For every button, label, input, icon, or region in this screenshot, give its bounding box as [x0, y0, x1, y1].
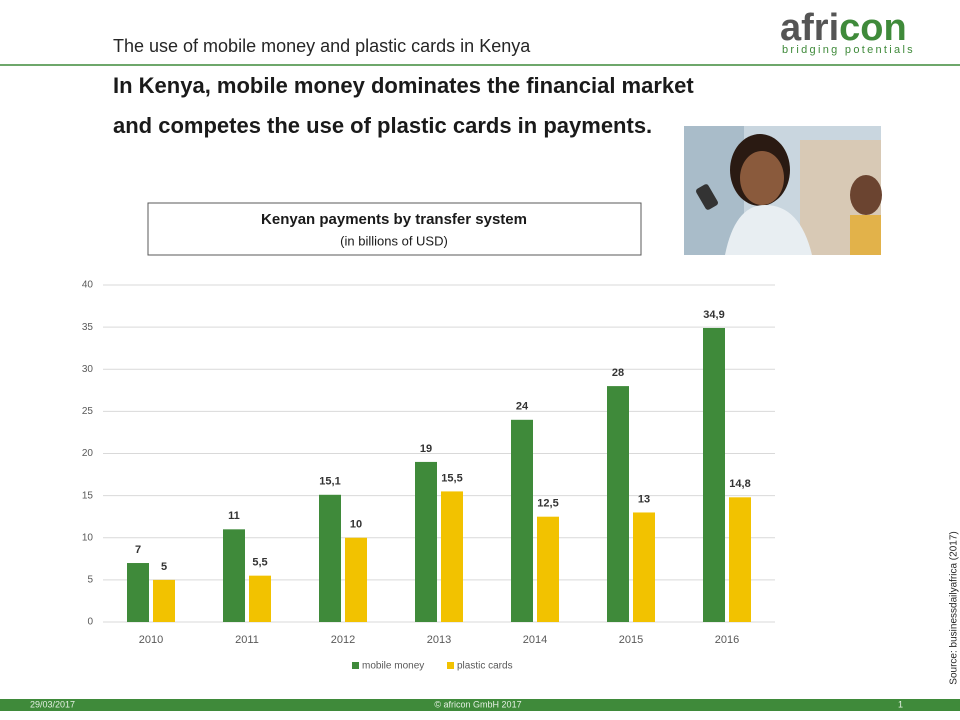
y-tick-label: 35	[82, 322, 94, 333]
footer-bar	[0, 699, 960, 711]
legend-swatch	[352, 662, 359, 669]
legend-swatch	[447, 662, 454, 669]
value-label: 19	[420, 443, 432, 455]
footer-copyright: © africon GmbH 2017	[434, 699, 521, 709]
y-tick-label: 15	[82, 490, 94, 501]
chart-title: Kenyan payments by transfer system	[261, 211, 527, 228]
value-label: 34,9	[703, 309, 724, 321]
value-label: 5,5	[252, 557, 267, 569]
bar	[607, 386, 629, 622]
value-label: 24	[516, 401, 529, 413]
value-label: 28	[612, 367, 624, 379]
value-label: 12,5	[537, 498, 558, 510]
bar	[223, 529, 245, 622]
value-label: 14,8	[729, 478, 750, 490]
value-label: 15,1	[319, 476, 340, 488]
y-tick-label: 5	[87, 575, 93, 586]
x-tick-label: 2014	[523, 634, 547, 646]
bar	[415, 461, 437, 622]
photo-person	[850, 175, 882, 215]
slide-title: The use of mobile money and plastic card…	[113, 36, 531, 56]
x-tick-label: 2016	[715, 634, 739, 646]
y-tick-label: 25	[82, 406, 94, 417]
photo-shirt	[725, 205, 812, 255]
y-tick-label: 10	[82, 532, 94, 543]
y-tick-label: 40	[82, 280, 94, 291]
value-label: 7	[135, 544, 141, 556]
photo-phone	[696, 184, 718, 210]
source: Source: businessdailyafrica (2017)	[949, 531, 960, 684]
photo-person	[850, 215, 881, 255]
y-tick-label: 20	[82, 448, 94, 459]
bar	[319, 494, 341, 622]
bar	[537, 516, 559, 622]
chart-subtitle: (in billions of USD)	[340, 233, 448, 248]
bar	[729, 497, 751, 622]
footer-page: 1	[898, 699, 903, 709]
photo	[684, 126, 882, 255]
logo-tagline: bridging potentials	[782, 44, 915, 56]
logo: africon	[780, 7, 907, 49]
legend-label: mobile money	[362, 661, 424, 672]
bar	[703, 327, 725, 622]
bar	[345, 537, 367, 622]
bar	[249, 575, 271, 622]
x-tick-label: 2012	[331, 634, 355, 646]
value-label: 11	[228, 510, 240, 522]
logo-part: afri	[780, 7, 839, 49]
value-label: 5	[161, 561, 167, 573]
headline: and competes the use of plastic cards in…	[113, 113, 652, 138]
logo-part: con	[839, 7, 907, 49]
value-label: 15,5	[441, 472, 462, 484]
bar	[511, 419, 533, 622]
chart-title-box	[147, 202, 642, 256]
x-tick-label: 2011	[235, 634, 259, 646]
y-tick-label: 0	[87, 617, 93, 628]
x-tick-label: 2015	[619, 634, 643, 646]
x-tick-label: 2010	[139, 634, 163, 646]
value-label: 13	[638, 493, 650, 505]
x-tick-label: 2013	[427, 634, 451, 646]
headline: In Kenya, mobile money dominates the fin…	[113, 73, 694, 98]
chart: 0 5 10 15 20 25 30 35 40 2010 7 5 2011 11 5,5 2012 15,1 1…	[82, 280, 775, 672]
value-label: 10	[350, 519, 362, 531]
y-tick-label: 30	[82, 364, 94, 375]
bar	[633, 512, 655, 622]
legend-label: plastic cards	[457, 661, 513, 672]
bar	[441, 491, 463, 622]
photo-face	[740, 151, 784, 205]
footer-date: 29/03/2017	[30, 699, 75, 709]
bar	[127, 563, 149, 622]
bar	[153, 579, 175, 622]
